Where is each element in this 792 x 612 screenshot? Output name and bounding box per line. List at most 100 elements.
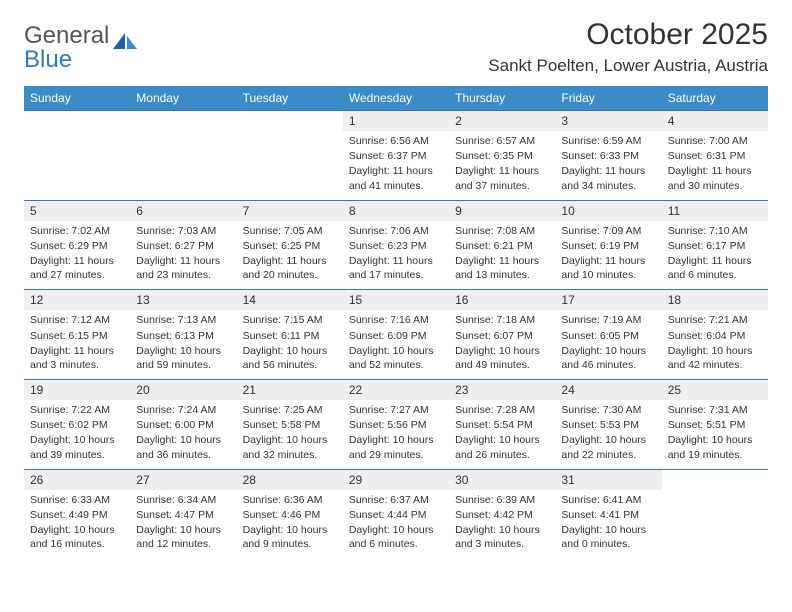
sunset-line: Sunset: 6:21 PM [455,239,549,253]
day-number-cell [237,111,343,132]
day-content-cell: Sunrise: 6:39 AMSunset: 4:42 PMDaylight:… [449,490,555,559]
day-content-cell: Sunrise: 6:37 AMSunset: 4:44 PMDaylight:… [343,490,449,559]
sunrise-line: Sunrise: 7:21 AM [668,313,762,327]
sunrise-line: Sunrise: 6:57 AM [455,134,549,148]
sunrise-line: Sunrise: 7:05 AM [243,224,337,238]
daynum-row: 262728293031 [24,469,768,490]
sunrise-line: Sunrise: 7:24 AM [136,403,230,417]
day-number-cell: 8 [343,200,449,221]
sunset-line: Sunset: 6:13 PM [136,329,230,343]
daylight-line: Daylight: 10 hours and 22 minutes. [561,433,655,461]
sunset-line: Sunset: 6:04 PM [668,329,762,343]
day-number-cell: 2 [449,111,555,132]
daylight-line: Daylight: 11 hours and 27 minutes. [30,254,124,282]
sunset-line: Sunset: 6:15 PM [30,329,124,343]
weekday-header: Wednesday [343,86,449,111]
daylight-line: Daylight: 10 hours and 0 minutes. [561,523,655,551]
weekday-header: Friday [555,86,661,111]
day-content-cell: Sunrise: 7:06 AMSunset: 6:23 PMDaylight:… [343,221,449,290]
daylight-line: Daylight: 10 hours and 46 minutes. [561,344,655,372]
daylight-line: Daylight: 10 hours and 16 minutes. [30,523,124,551]
day-content-cell [237,131,343,200]
daylight-line: Daylight: 11 hours and 10 minutes. [561,254,655,282]
sunset-line: Sunset: 4:42 PM [455,508,549,522]
sunset-line: Sunset: 6:23 PM [349,239,443,253]
sunrise-line: Sunrise: 7:08 AM [455,224,549,238]
daylight-line: Daylight: 10 hours and 19 minutes. [668,433,762,461]
sunset-line: Sunset: 6:27 PM [136,239,230,253]
weekday-header: Saturday [662,86,768,111]
day-number-cell: 3 [555,111,661,132]
sunset-line: Sunset: 6:31 PM [668,149,762,163]
day-content-cell [130,131,236,200]
daylight-line: Daylight: 10 hours and 9 minutes. [243,523,337,551]
day-number-cell: 11 [662,200,768,221]
sunrise-line: Sunrise: 7:27 AM [349,403,443,417]
sunset-line: Sunset: 5:53 PM [561,418,655,432]
sunset-line: Sunset: 4:44 PM [349,508,443,522]
sail-icon [111,31,139,58]
daylight-line: Daylight: 11 hours and 37 minutes. [455,164,549,192]
content-row: Sunrise: 7:12 AM Sunset: 6:15 PM Daylight:… [24,310,768,379]
day-number-cell [662,469,768,490]
weekday-header-row: SundayMondayTuesdayWednesdayThursdayFrid… [24,86,768,111]
day-number-cell: 27 [130,469,236,490]
sunset-line: Sunset: 6:05 PM [561,329,655,343]
daylight-line: Daylight: 11 hours and 41 minutes. [349,164,443,192]
sunrise-line: Sunrise: 7:31 AM [668,403,762,417]
sunrise-line: Sunrise: 6:41 AM [561,493,655,507]
day-content-cell: Sunrise: 7:24 AMSunset: 6:00 PMDaylight:… [130,400,236,469]
day-content-cell: Sunrise: 6:56 AMSunset: 6:37 PMDaylight:… [343,131,449,200]
day-content-cell: Sunrise: 7:02 AMSunset: 6:29 PMDaylight:… [24,221,130,290]
daylight-line: Daylight: 10 hours and 12 minutes. [136,523,230,551]
sunset-line: Sunset: 5:56 PM [349,418,443,432]
day-content-cell: Sunrise: 7:05 AMSunset: 6:25 PMDaylight:… [237,221,343,290]
sunrise-line: Sunrise: 7:03 AM [136,224,230,238]
day-content-cell: Sunrise: 7:28 AMSunset: 5:54 PMDaylight:… [449,400,555,469]
sunrise-line: Sunrise: 7:12 AM [30,313,124,327]
day-number-cell [24,111,130,132]
day-content-cell [24,131,130,200]
sunset-line: Sunset: 5:58 PM [243,418,337,432]
sunset-line: Sunset: 6:17 PM [668,239,762,253]
day-content-cell: Sunrise: 6:36 AMSunset: 4:46 PMDaylight:… [237,490,343,559]
sunrise-line: Sunrise: 6:56 AM [349,134,443,148]
sunset-line: Sunset: 6:00 PM [136,418,230,432]
day-number-cell: 5 [24,200,130,221]
content-row: Sunrise: 7:22 AMSunset: 6:02 PMDaylight:… [24,400,768,469]
sunset-line: Sunset: 6:07 PM [455,329,549,343]
sunset-line: Sunset: 6:25 PM [243,239,337,253]
daylight-line: Daylight: 10 hours and 29 minutes. [349,433,443,461]
daylight-line: Daylight: 11 hours and 17 minutes. [349,254,443,282]
day-number-cell: 6 [130,200,236,221]
day-content-cell: Sunrise: 6:34 AMSunset: 4:47 PMDaylight:… [130,490,236,559]
day-content-cell: Sunrise: 6:41 AMSunset: 4:41 PMDaylight:… [555,490,661,559]
sunrise-line: Sunrise: 7:10 AM [668,224,762,238]
day-content-cell [662,490,768,559]
daylight-line: Daylight: 10 hours and 6 minutes. [349,523,443,551]
sunrise-line: Sunrise: 7:19 AM [561,313,655,327]
daylight-line: Daylight: 11 hours and 13 minutes. [455,254,549,282]
day-number-cell: 7 [237,200,343,221]
sunset-line: Sunset: 4:46 PM [243,508,337,522]
day-content-cell: Sunrise: 7:10 AMSunset: 6:17 PMDaylight:… [662,221,768,290]
day-number-cell: 1 [343,111,449,132]
weekday-header: Sunday [24,86,130,111]
sunrise-line: Sunrise: 6:36 AM [243,493,337,507]
daynum-row: 12131415161718 [24,290,768,311]
daylight-line: Daylight: 10 hours and 3 minutes. [455,523,549,551]
day-number-cell: 13 [130,290,236,311]
sunrise-line: Sunrise: 7:00 AM [668,134,762,148]
day-content-cell: Sunrise: 7:15 AMSunset: 6:11 PMDaylight:… [237,310,343,379]
day-content-cell: Sunrise: 7:03 AMSunset: 6:27 PMDaylight:… [130,221,236,290]
daylight-line: Daylight: 10 hours and 59 minutes. [136,344,230,372]
sunrise-line: Sunrise: 7:09 AM [561,224,655,238]
sunrise-line: Sunrise: 7:06 AM [349,224,443,238]
day-content-cell: Sunrise: 7:22 AMSunset: 6:02 PMDaylight:… [24,400,130,469]
sunrise-line: Sunrise: 7:02 AM [30,224,124,238]
sunset-line: Sunset: 6:35 PM [455,149,549,163]
sunset-line: Sunset: 6:33 PM [561,149,655,163]
sunset-line: Sunset: 6:02 PM [30,418,124,432]
daylight-line: Daylight: 10 hours and 39 minutes. [30,433,124,461]
daylight-line: Daylight: 10 hours and 52 minutes. [349,344,443,372]
